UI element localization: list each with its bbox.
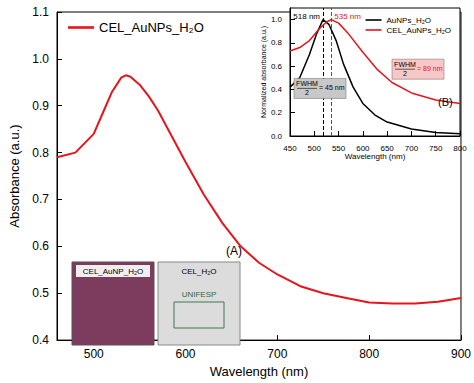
svg-text:0.6: 0.6 (32, 239, 49, 253)
svg-text:650: 650 (380, 144, 394, 153)
svg-text:600: 600 (176, 347, 196, 361)
svg-text:(B): (B) (438, 96, 453, 108)
svg-text:600: 600 (356, 144, 370, 153)
svg-text:0.0: 0.0 (271, 132, 283, 141)
svg-text:CEL_H₂O: CEL_H₂O (181, 267, 216, 276)
svg-text:500: 500 (308, 144, 322, 153)
svg-text:2: 2 (403, 70, 407, 77)
svg-text:FWHM: FWHM (394, 61, 416, 68)
svg-text:700: 700 (405, 144, 419, 153)
svg-text:700: 700 (267, 347, 287, 361)
svg-text:750: 750 (429, 144, 443, 153)
svg-text:800: 800 (359, 347, 379, 361)
svg-text:2: 2 (305, 89, 309, 96)
svg-text:1.0: 1.0 (271, 15, 283, 24)
svg-text:800: 800 (453, 144, 467, 153)
svg-text:1.1: 1.1 (32, 5, 49, 19)
svg-text:900: 900 (451, 347, 471, 361)
svg-text:CEL_AuNP_H₂O: CEL_AuNP_H₂O (83, 267, 143, 276)
svg-text:0.9: 0.9 (32, 99, 49, 113)
svg-text:0.6: 0.6 (271, 62, 283, 71)
svg-text:AuNPs_H₂O: AuNPs_H₂O (387, 16, 431, 25)
svg-text:0.4: 0.4 (32, 333, 49, 347)
svg-text:450: 450 (283, 144, 297, 153)
svg-text:= 45 nm: = 45 nm (319, 84, 345, 91)
svg-text:0.2: 0.2 (271, 108, 283, 117)
svg-text:(A): (A) (226, 244, 242, 258)
svg-text:0.5: 0.5 (32, 286, 49, 300)
svg-text:= 89 nm: = 89 nm (417, 65, 443, 72)
svg-text:0.7: 0.7 (32, 192, 49, 206)
svg-text:CEL_AuNPs_H₂O: CEL_AuNPs_H₂O (387, 26, 451, 35)
svg-text:518 nm: 518 nm (293, 12, 320, 21)
svg-text:1.0: 1.0 (32, 52, 49, 66)
svg-text:UNIFESP: UNIFESP (182, 290, 217, 299)
svg-text:535 nm: 535 nm (334, 12, 361, 21)
svg-text:Normalized absorbance (a.u.): Normalized absorbance (a.u.) (260, 26, 268, 118)
svg-text:0.4: 0.4 (271, 85, 283, 94)
svg-text:Absorbance (a.u.): Absorbance (a.u.) (7, 124, 22, 227)
svg-text:0.8: 0.8 (32, 146, 49, 160)
svg-text:500: 500 (84, 347, 104, 361)
svg-text:0.8: 0.8 (271, 38, 283, 47)
svg-text:CEL_AuNPs_H₂O: CEL_AuNPs_H₂O (99, 20, 204, 35)
svg-text:Wavelength (nm): Wavelength (nm) (210, 364, 309, 379)
svg-text:FWHM: FWHM (296, 80, 318, 87)
svg-text:550: 550 (332, 144, 346, 153)
svg-text:Wavelength (nm): Wavelength (nm) (345, 152, 406, 161)
